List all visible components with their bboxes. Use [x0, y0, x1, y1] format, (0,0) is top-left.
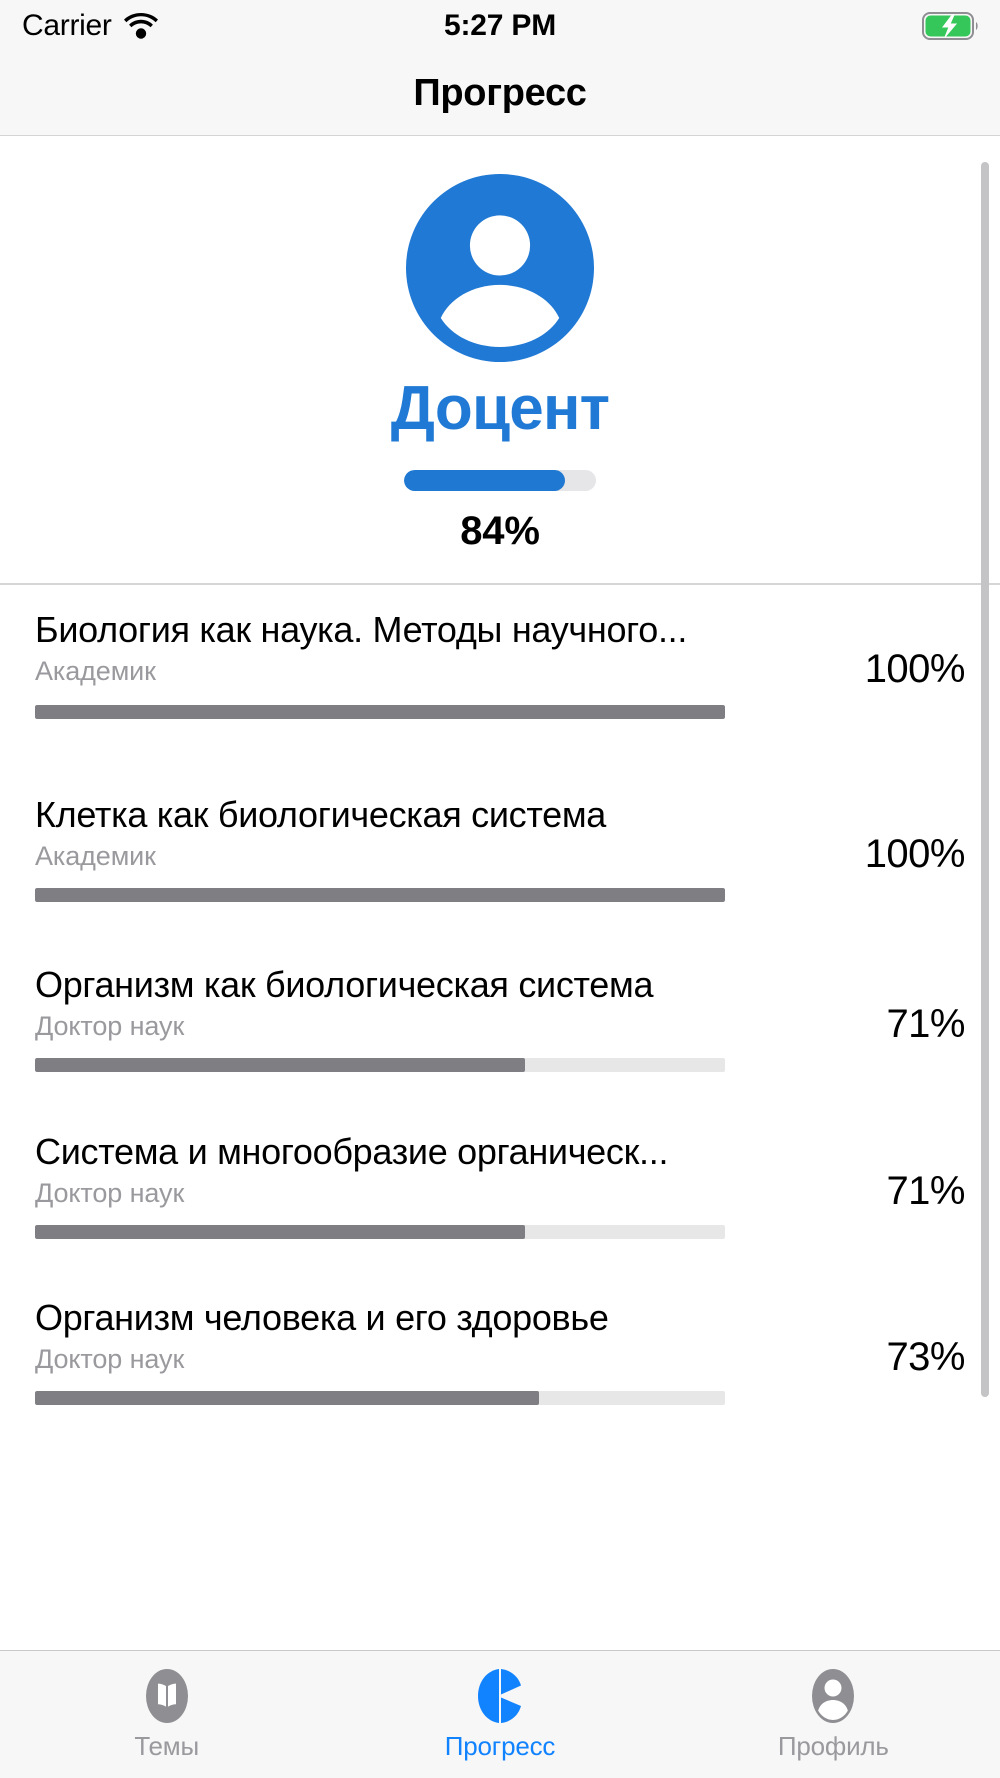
topic-level: Академик — [35, 841, 156, 872]
topic-title: Система и многообразие органическ... — [35, 1131, 669, 1172]
scroll-content[interactable]: Доцент 84% Биология как наука. Методы на… — [0, 136, 1000, 1650]
topic-percent-label: 71% — [886, 1002, 965, 1046]
topic-title: Клетка как биологическая система — [35, 794, 607, 835]
navigation-bar: Прогресс — [0, 52, 1000, 136]
topic-percent-label: 100% — [864, 832, 966, 876]
wifi-icon — [123, 13, 158, 39]
overall-progress-label: 84% — [460, 509, 540, 553]
tab-label: Прогресс — [444, 1731, 556, 1761]
topic-progress-track — [35, 1391, 725, 1405]
tab-themes[interactable]: Темы — [0, 1667, 333, 1762]
topic-title: Биология как наука. Методы научного... — [35, 609, 688, 650]
person-circle-avatar-icon — [406, 174, 594, 362]
topic-progress-track — [35, 888, 725, 902]
topic-main: Биология как наука. Методы научного... А… — [35, 609, 805, 687]
topic-progress-fill — [35, 1391, 539, 1405]
status-bar: Carrier 5:27 PM — [0, 0, 1000, 52]
overall-progress-track — [404, 470, 596, 491]
topic-main: Организм как биологическая система Докто… — [35, 964, 805, 1042]
book-icon — [145, 1669, 188, 1723]
topic-percent-label: 71% — [886, 1169, 965, 1213]
topic-level: Доктор наук — [35, 1011, 185, 1042]
topic-row[interactable]: Клетка как биологическая система Академи… — [0, 752, 1000, 922]
carrier-label: Carrier — [22, 9, 112, 42]
vertical-scrollbar[interactable] — [981, 162, 989, 1397]
profile-header: Доцент 84% — [0, 136, 1000, 585]
topic-level: Академик — [35, 656, 156, 687]
overall-progress-fill — [404, 470, 566, 491]
pie-chart-icon — [477, 1669, 521, 1723]
topic-progress-track — [35, 1225, 725, 1239]
person-icon — [812, 1669, 855, 1723]
topic-main: Система и многообразие органическ... Док… — [35, 1131, 805, 1209]
topic-progress-fill — [35, 705, 725, 719]
topic-title: Организм человека и его здоровье — [35, 1297, 609, 1338]
tab-label: Профиль — [777, 1731, 889, 1761]
topic-progress-fill — [35, 888, 725, 902]
topic-level: Доктор наук — [35, 1178, 185, 1209]
topic-level: Доктор наук — [35, 1344, 185, 1375]
topic-progress-track — [35, 705, 725, 719]
topic-progress-fill — [35, 1058, 525, 1072]
status-bar-left: Carrier — [22, 9, 158, 43]
status-bar-right — [922, 12, 980, 40]
tab-progress[interactable]: Прогресс — [333, 1667, 666, 1762]
topic-progress-list: Биология как наука. Методы научного... А… — [0, 585, 1000, 1421]
topic-percent-label: 100% — [864, 647, 966, 691]
page-title: Прогресс — [413, 72, 587, 114]
topic-progress-track — [35, 1058, 725, 1072]
tab-label: Темы — [134, 1731, 199, 1761]
battery-charging-icon — [922, 12, 978, 40]
topic-row[interactable]: Организм как биологическая система Докто… — [0, 922, 1000, 1089]
tab-profile[interactable]: Профиль — [667, 1667, 1000, 1762]
topic-row[interactable]: Система и многообразие органическ... Док… — [0, 1089, 1000, 1255]
rank-title: Доцент — [390, 374, 610, 443]
topic-percent-label: 73% — [886, 1335, 965, 1379]
topic-main: Клетка как биологическая система Академи… — [35, 794, 805, 872]
topic-row[interactable]: Организм человека и его здоровье Доктор … — [0, 1255, 1000, 1421]
topic-row[interactable]: Биология как наука. Методы научного... А… — [0, 585, 1000, 752]
topic-main: Организм человека и его здоровье Доктор … — [35, 1297, 805, 1375]
topic-progress-fill — [35, 1225, 525, 1239]
tab-bar: Темы Прогресс Профиль — [0, 1650, 1000, 1778]
topic-title: Организм как биологическая система — [35, 964, 654, 1005]
